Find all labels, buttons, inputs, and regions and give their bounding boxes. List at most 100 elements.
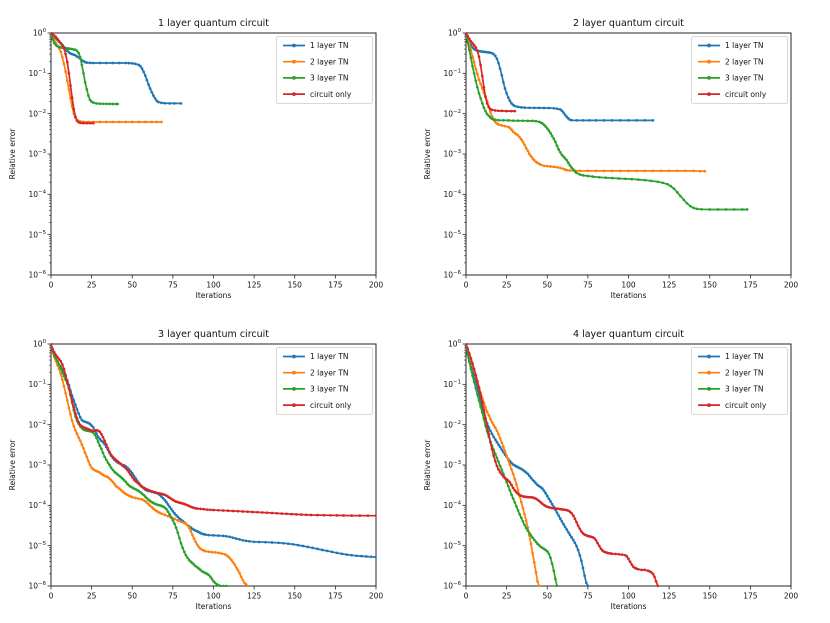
series-marker-2-layer-tn bbox=[503, 449, 507, 453]
series-marker-circuit-only bbox=[54, 353, 58, 357]
series-marker-1-layer-tn bbox=[493, 54, 497, 58]
series-marker-3-layer-tn bbox=[597, 175, 601, 179]
series-marker-2-layer-tn bbox=[503, 124, 507, 128]
series-marker-circuit-only bbox=[316, 513, 319, 517]
series-marker-circuit-only bbox=[217, 508, 220, 512]
y-tick-label: 10−3 bbox=[29, 149, 47, 158]
series-marker-3-layer-tn bbox=[544, 125, 547, 128]
series-marker-3-layer-tn bbox=[171, 519, 175, 522]
x-tick-label: 0 bbox=[49, 281, 54, 290]
series-marker-1-layer-tn bbox=[500, 448, 504, 452]
series-marker-2-layer-tn bbox=[492, 423, 495, 427]
series-marker-1-layer-tn bbox=[506, 96, 510, 99]
legend-label-3-layer-tn: 3 layer TN bbox=[725, 74, 764, 83]
y-tick-label: 10−1 bbox=[444, 69, 462, 78]
series-marker-3-layer-tn bbox=[187, 558, 191, 562]
series-marker-circuit-only bbox=[129, 473, 132, 477]
series-marker-2-layer-tn bbox=[244, 582, 248, 586]
series-marker-1-layer-tn bbox=[490, 432, 494, 436]
series-marker-3-layer-tn bbox=[479, 96, 482, 100]
x-tick-label: 200 bbox=[784, 281, 799, 290]
series-line-2-layer-tn bbox=[51, 343, 249, 587]
legend-marker-circuit-only bbox=[707, 92, 711, 96]
series-marker-1-layer-tn bbox=[570, 118, 573, 122]
series-marker-circuit-only bbox=[236, 509, 240, 513]
x-tick-label: 100 bbox=[206, 281, 221, 290]
series-marker-circuit-only bbox=[627, 557, 630, 561]
series-marker-circuit-only bbox=[502, 475, 505, 478]
series-marker-3-layer-tn bbox=[57, 363, 61, 367]
series-marker-3-layer-tn bbox=[534, 540, 538, 544]
series-marker-circuit-only bbox=[505, 109, 508, 113]
series-marker-circuit-only bbox=[77, 420, 80, 424]
legend-label-3-layer-tn: 3 layer TN bbox=[310, 385, 349, 394]
series-marker-3-layer-tn bbox=[122, 478, 126, 482]
series-marker-circuit-only bbox=[500, 109, 504, 113]
series-marker-2-layer-tn bbox=[69, 413, 72, 416]
series-marker-circuit-only bbox=[469, 357, 473, 360]
series-marker-1-layer-tn bbox=[330, 550, 334, 554]
series-marker-1-layer-tn bbox=[544, 491, 547, 495]
series-marker-circuit-only bbox=[471, 41, 474, 45]
series-marker-3-layer-tn bbox=[531, 536, 534, 540]
series-line-1-layer-tn bbox=[466, 33, 654, 122]
series-marker-circuit-only bbox=[103, 439, 106, 443]
series-marker-1-layer-tn bbox=[497, 61, 500, 65]
legend-label-2-layer-tn: 2 layer TN bbox=[725, 57, 764, 66]
series-marker-3-layer-tn bbox=[91, 101, 95, 104]
legend: 1 layer TN 2 layer TN 3 layer TN circuit on… bbox=[276, 347, 373, 415]
series-marker-circuit-only bbox=[599, 547, 603, 551]
series-marker-circuit-only bbox=[226, 509, 230, 513]
series-marker-1-layer-tn bbox=[364, 555, 368, 558]
series-marker-circuit-only bbox=[67, 386, 71, 390]
series-marker-2-layer-tn bbox=[477, 78, 481, 81]
series-marker-3-layer-tn bbox=[656, 180, 660, 184]
series-marker-1-layer-tn bbox=[228, 535, 232, 539]
series-marker-3-layer-tn bbox=[497, 460, 500, 464]
series-marker-circuit-only bbox=[67, 71, 71, 75]
series-marker-1-layer-tn bbox=[270, 541, 274, 544]
series-marker-3-layer-tn bbox=[104, 458, 108, 462]
series-marker-1-layer-tn bbox=[505, 91, 508, 95]
series-marker-1-layer-tn bbox=[643, 119, 647, 122]
series-marker-2-layer-tn bbox=[217, 551, 220, 555]
series-marker-circuit-only bbox=[74, 412, 77, 415]
series-marker-1-layer-tn bbox=[519, 106, 523, 109]
series-marker-2-layer-tn bbox=[230, 558, 233, 562]
x-tick-label: 175 bbox=[743, 281, 758, 290]
series-marker-3-layer-tn bbox=[549, 556, 552, 560]
series-marker-1-layer-tn bbox=[291, 542, 295, 546]
series-marker-1-layer-tn bbox=[610, 119, 614, 122]
x-tick-label: 25 bbox=[87, 592, 97, 601]
series-marker-circuit-only bbox=[62, 46, 66, 50]
series-marker-2-layer-tn bbox=[124, 120, 128, 124]
series-marker-circuit-only bbox=[127, 470, 131, 474]
series-marker-1-layer-tn bbox=[127, 61, 131, 65]
series-marker-circuit-only bbox=[492, 454, 495, 458]
series-marker-1-layer-tn bbox=[584, 581, 588, 585]
series-marker-3-layer-tn bbox=[575, 171, 578, 175]
series-marker-circuit-only bbox=[480, 74, 484, 78]
series-marker-circuit-only bbox=[493, 109, 497, 112]
series-marker-circuit-only bbox=[513, 489, 517, 492]
series-marker-2-layer-tn bbox=[72, 424, 76, 428]
legend-marker-2-layer-tn bbox=[707, 370, 711, 375]
series-marker-2-layer-tn bbox=[508, 126, 512, 130]
series-marker-3-layer-tn bbox=[568, 164, 572, 167]
series-marker-2-layer-tn bbox=[516, 488, 520, 492]
y-tick-label: 10−2 bbox=[29, 420, 47, 429]
series-marker-circuit-only bbox=[65, 60, 69, 64]
series-marker-2-layer-tn bbox=[490, 420, 494, 424]
series-marker-2-layer-tn bbox=[109, 478, 113, 482]
series-marker-2-layer-tn bbox=[61, 55, 64, 59]
series-marker-2-layer-tn bbox=[234, 565, 238, 569]
series-marker-1-layer-tn bbox=[542, 106, 546, 110]
series-marker-1-layer-tn bbox=[570, 536, 573, 539]
series-marker-2-layer-tn bbox=[59, 372, 63, 376]
series-marker-2-layer-tn bbox=[137, 497, 141, 501]
series-marker-circuit-only bbox=[309, 513, 313, 517]
series-marker-3-layer-tn bbox=[519, 516, 523, 520]
x-tick-label: 175 bbox=[328, 592, 343, 601]
series-marker-1-layer-tn bbox=[286, 542, 290, 546]
series-marker-2-layer-tn bbox=[500, 441, 504, 444]
